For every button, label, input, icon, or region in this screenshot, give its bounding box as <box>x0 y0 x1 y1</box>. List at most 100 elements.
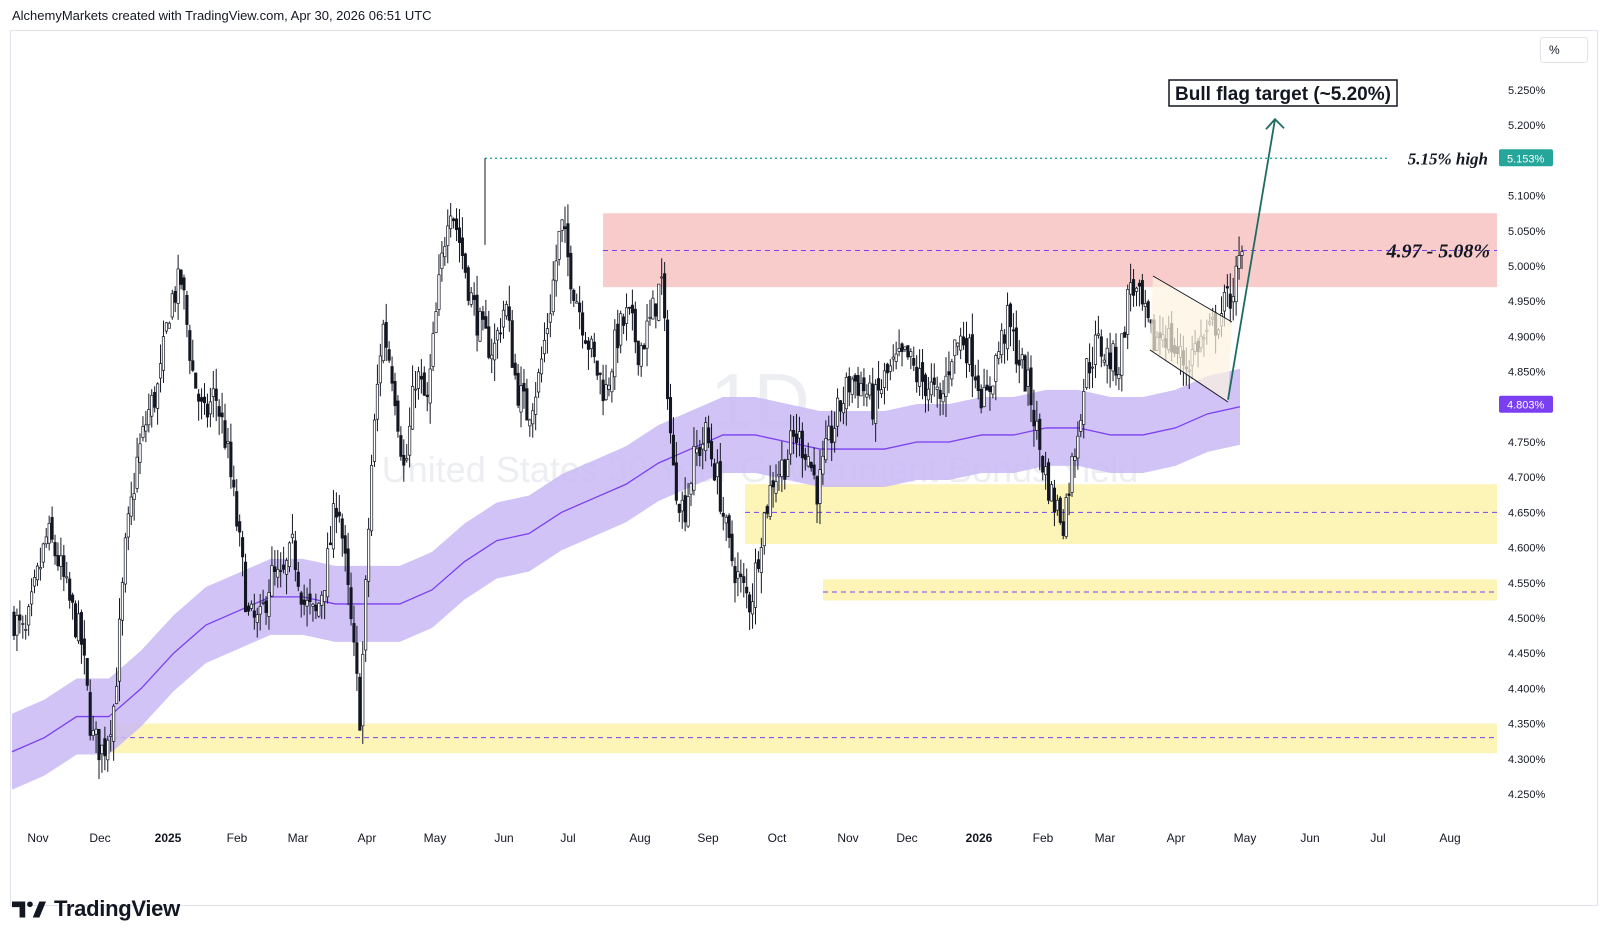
candle-body <box>197 393 201 402</box>
candle-body <box>827 425 831 441</box>
target-label-text: Bull flag target (~5.20%) <box>1175 84 1391 105</box>
candle-body <box>340 518 344 539</box>
y-tick-label: 4.600% <box>1508 543 1546 555</box>
candle-body <box>613 329 617 378</box>
candle-body <box>129 496 133 517</box>
candle-body <box>194 372 198 389</box>
candle-body <box>270 565 274 597</box>
candle-body <box>578 302 582 313</box>
candle-body <box>903 346 907 350</box>
candle-body <box>82 638 86 656</box>
candle-body <box>317 602 321 617</box>
candle-body <box>1240 251 1244 256</box>
candle-body <box>982 387 986 408</box>
candle-body <box>1140 280 1144 305</box>
candle-body <box>789 430 793 455</box>
zone-label-text: 4.97 - 5.08% <box>1386 241 1490 263</box>
candle-body <box>879 389 884 394</box>
candle-body <box>299 592 303 605</box>
candle-body <box>900 343 904 353</box>
candle-body <box>504 304 508 317</box>
candle-body <box>258 606 262 615</box>
y-tick-label: 4.400% <box>1508 683 1546 695</box>
candle-body <box>551 279 555 313</box>
candle-body <box>856 375 860 396</box>
candle-body <box>812 464 816 476</box>
candle-body <box>589 338 593 349</box>
candle-body <box>877 378 881 391</box>
candle-body <box>460 237 464 256</box>
candle-body <box>994 355 998 382</box>
y-tick-label: 5.250% <box>1508 85 1546 97</box>
candle-body <box>490 354 494 360</box>
candle-body <box>627 306 632 309</box>
candle-body <box>771 480 775 488</box>
candle-body <box>147 409 151 426</box>
candle-body <box>235 491 239 527</box>
candle-body <box>677 503 681 513</box>
candle-body <box>214 388 218 401</box>
tradingview-logo[interactable]: TradingView <box>12 896 180 922</box>
price-label-bg-1 <box>1499 395 1553 413</box>
candle-body <box>176 268 180 304</box>
candle-body <box>727 515 731 538</box>
percent-scale-button[interactable]: % <box>1540 37 1588 63</box>
x-tick-label: Jul <box>560 831 575 845</box>
y-tick-label: 4.250% <box>1508 789 1546 801</box>
candle-body <box>944 375 948 398</box>
candle-body <box>932 377 936 385</box>
candle-body <box>496 330 500 341</box>
candle-body <box>803 454 807 460</box>
y-tick-label: 5.100% <box>1508 191 1546 203</box>
candle-body <box>794 433 799 443</box>
candle-body <box>457 227 462 243</box>
candle-body <box>1049 484 1054 502</box>
candle-body <box>62 555 66 577</box>
candle-body <box>806 456 810 467</box>
candle-body <box>985 384 989 391</box>
candle-body <box>308 593 312 603</box>
candle-body <box>158 363 163 379</box>
candle-body <box>27 606 31 626</box>
candle-body <box>431 333 435 367</box>
candle-body <box>519 385 523 413</box>
candle-body <box>428 368 432 404</box>
candle-body <box>413 388 418 391</box>
tradingview-wordmark: TradingView <box>54 896 180 921</box>
candle-body <box>296 571 300 587</box>
x-tick-label: Feb <box>227 831 248 845</box>
candle-body <box>1082 391 1086 425</box>
candle-body <box>897 347 901 352</box>
candle-body <box>200 397 204 402</box>
y-tick-label: 5.050% <box>1508 226 1546 238</box>
target-arrow-head <box>1265 117 1285 130</box>
candle-body <box>396 400 400 432</box>
candle-body <box>346 548 350 585</box>
candle-body <box>384 322 388 348</box>
candle-body <box>443 246 447 258</box>
candle-body <box>528 419 532 427</box>
candle-body <box>1014 327 1018 365</box>
candle-body <box>255 614 259 623</box>
candle-body <box>1047 462 1051 501</box>
candle-body <box>686 496 690 527</box>
candle-body <box>419 375 423 380</box>
y-tick-label: 4.450% <box>1508 648 1546 660</box>
candle-body <box>103 738 107 757</box>
candle-body <box>343 535 347 554</box>
candle-body <box>41 543 45 563</box>
candle-body <box>15 615 19 636</box>
candle-body <box>173 290 177 303</box>
target-arrow-shaft <box>1227 119 1276 400</box>
candle-body <box>947 371 951 376</box>
candle-body <box>800 430 804 459</box>
candle-body <box>885 363 889 374</box>
candle-body <box>273 566 277 572</box>
candle-body <box>452 218 456 222</box>
candle-body <box>367 528 371 582</box>
candle-body <box>645 320 649 349</box>
candle-body <box>953 339 957 357</box>
candle-body <box>498 332 503 335</box>
candle-body <box>1076 435 1080 459</box>
